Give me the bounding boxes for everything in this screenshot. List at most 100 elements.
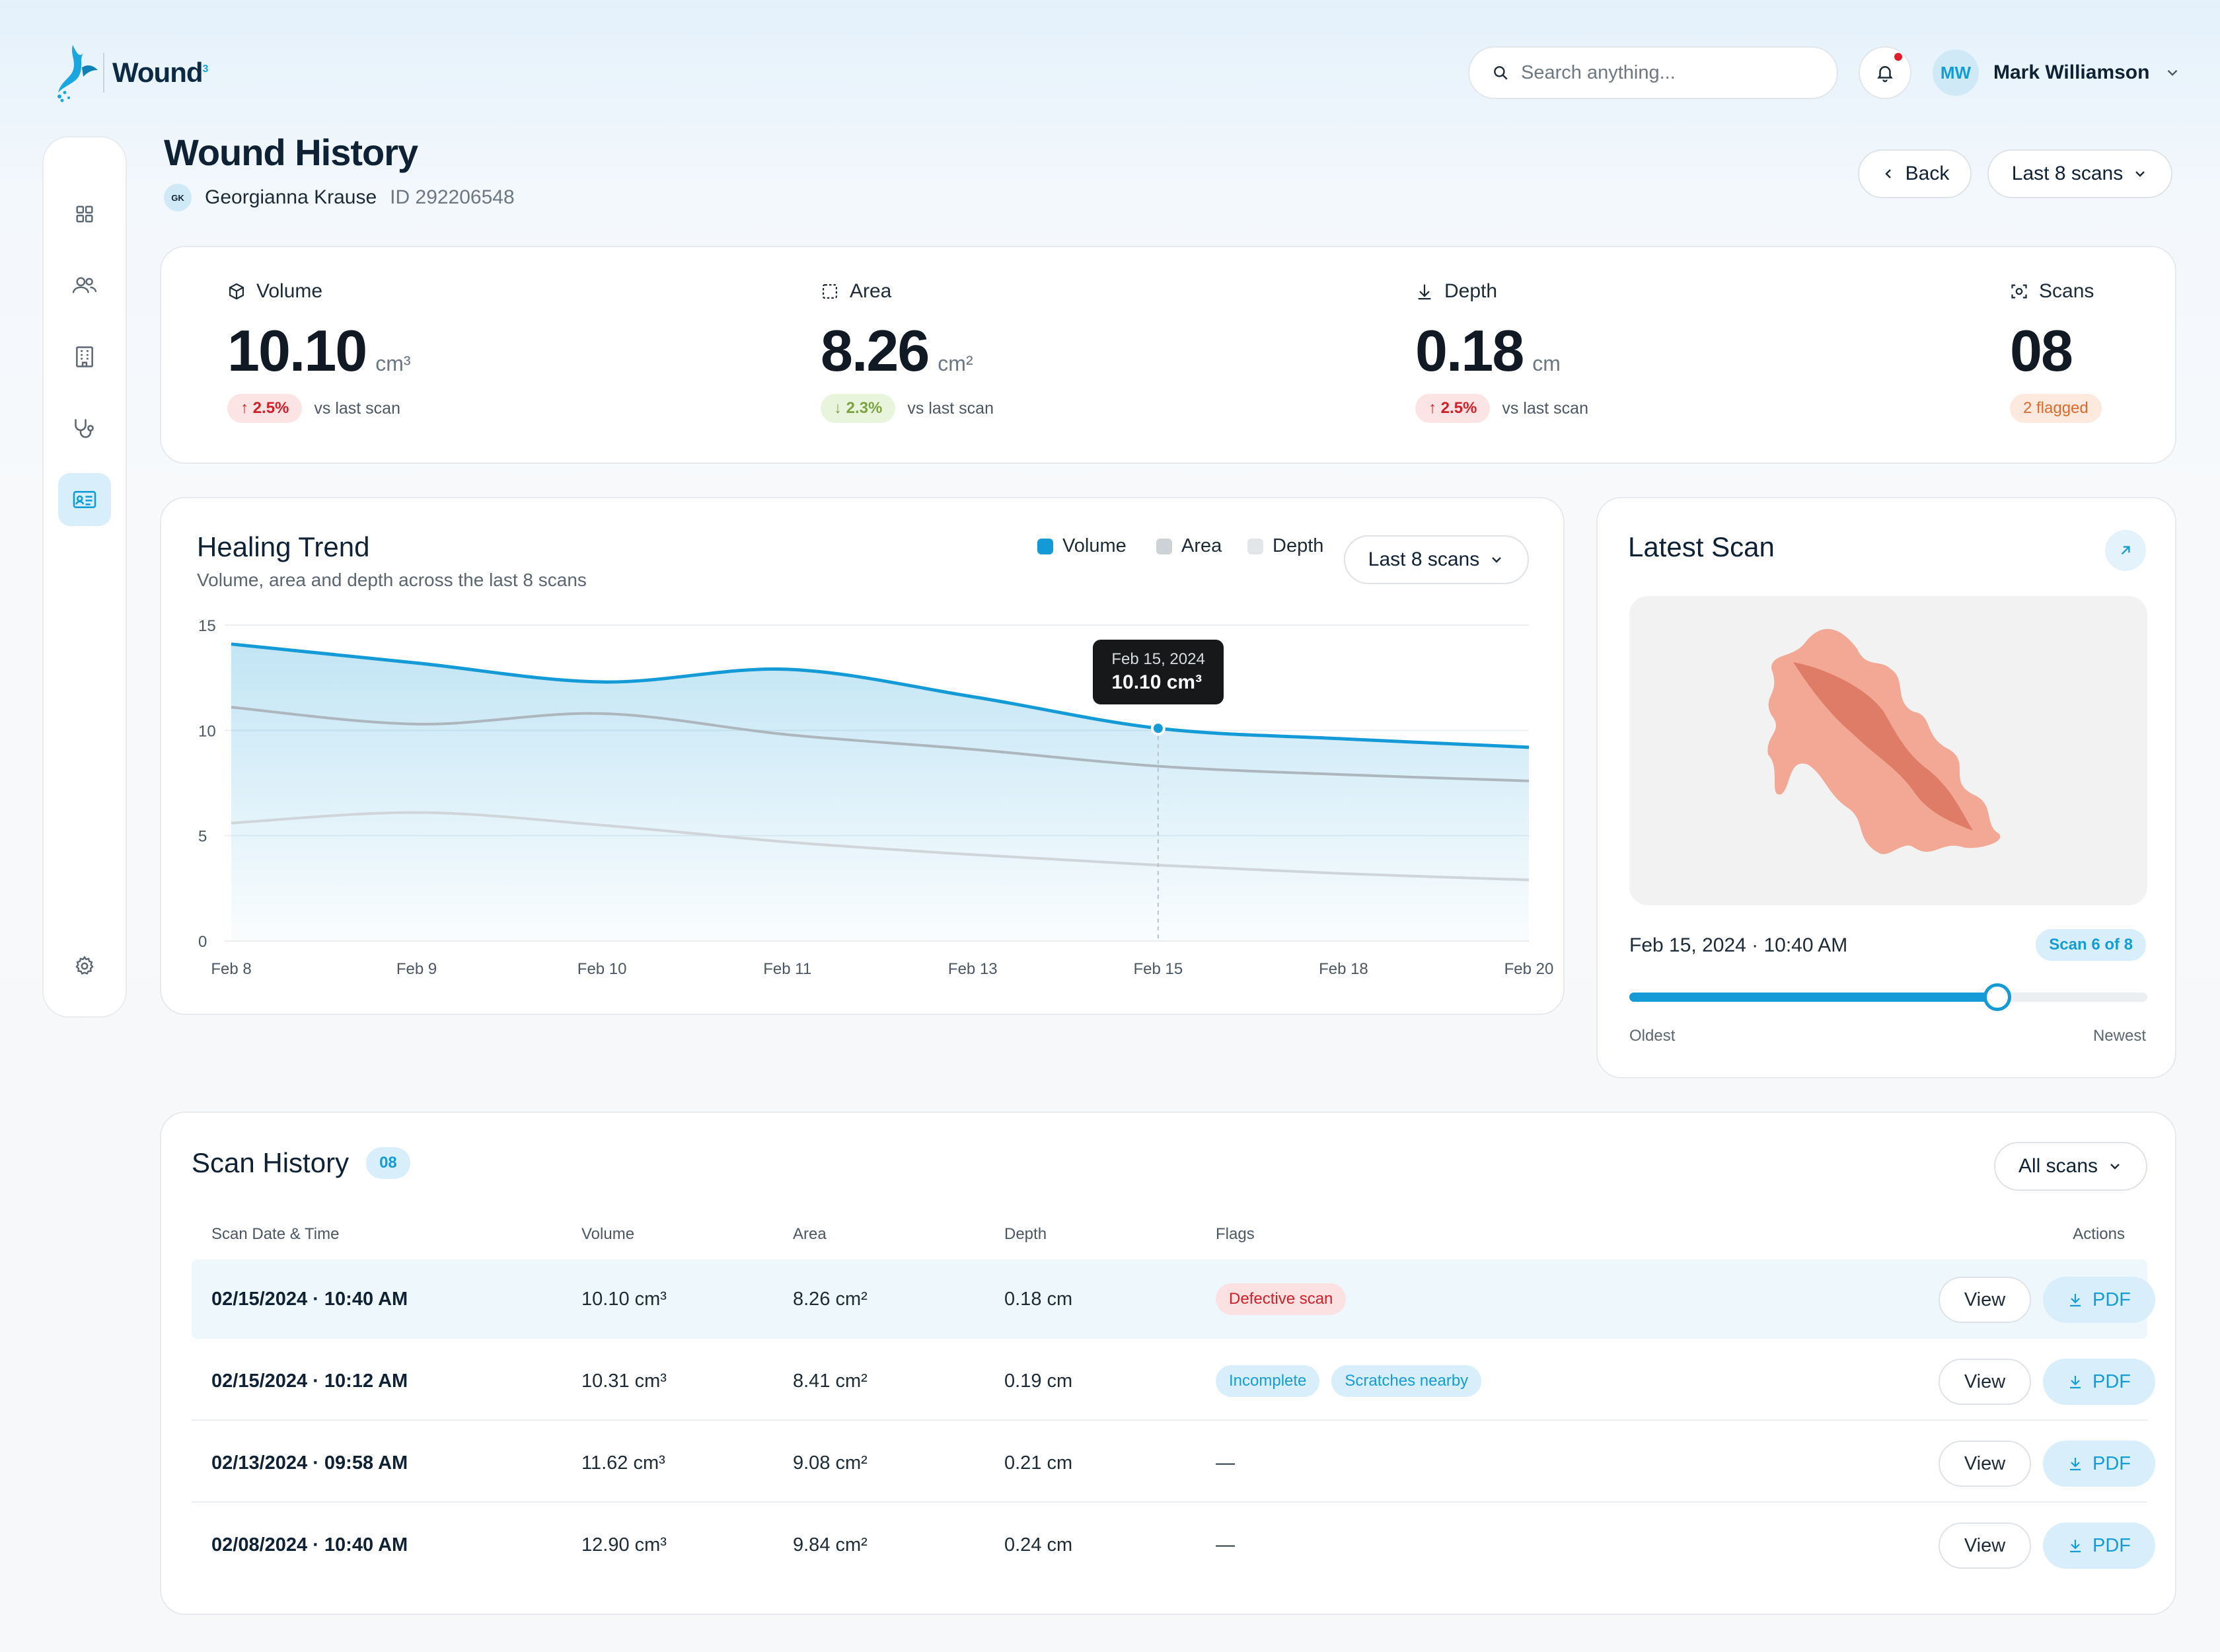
x-tick-label: Feb 9 [396,960,437,978]
column-header-date[interactable]: Scan Date & Time [211,1225,340,1243]
arrow-down-icon [1418,284,1431,300]
stat-label: Volume [256,280,323,302]
flagged-badge: 2 flagged [2010,394,2102,423]
legend-label: Area [1181,535,1222,556]
id-card-icon [73,491,96,508]
x-tick-label: Feb 8 [211,960,251,978]
tooltip-date: Feb 15, 2024 [1111,650,1205,669]
volume-area-fill [231,644,1529,941]
view-button[interactable]: View [1939,1441,2031,1487]
arrow-up-right-icon [2121,546,2130,555]
pdf-label: PDF [2092,1370,2131,1392]
patient-info: GK Georgianna Krause ID 292206548 [164,184,515,211]
download-icon [2070,1376,2081,1389]
stat-scans: Scans 08 2 flagged [2010,280,2102,423]
chart-tooltip: Feb 15, 2024 10.10 cm³ [1093,640,1224,705]
sidebar-item-clinical[interactable] [58,402,111,455]
range-dropdown[interactable]: Last 8 scans [1987,149,2172,198]
chevron-down-icon [2168,69,2178,76]
table-row[interactable]: 02/15/2024 · 10:12 AM 10.31 cm³ 8.41 cm²… [192,1341,2155,1421]
sidebar-item-facilities[interactable] [58,330,111,383]
change-badge: ↑ 2.5% [227,394,303,423]
wound-scan-image[interactable] [1629,596,2147,905]
legend-area[interactable]: Area [1156,535,1222,557]
trend-range-dropdown[interactable]: Last 8 scans [1344,535,1529,584]
dashboard-grid-icon [76,206,93,223]
column-header-depth[interactable]: Depth [1004,1225,1047,1243]
notification-dot [1893,52,1904,62]
sidebar-item-settings[interactable] [58,940,111,993]
scan-history-card: Scan History 08 All scans Scan Date & Ti… [160,1111,2176,1615]
highlight-point [1150,721,1166,736]
pdf-label: PDF [2092,1452,2131,1474]
stat-area: Area 8.26 cm² ↓ 2.3% vs last scan [821,280,994,423]
slider-min-label: Oldest [1629,1027,1676,1045]
sidebar-item-dashboard[interactable] [58,188,111,241]
slider-thumb[interactable] [1983,983,2011,1011]
cell-volume: 10.10 cm³ [581,1288,667,1310]
bell-icon [1877,66,1893,83]
pdf-label: PDF [2092,1534,2131,1556]
scan-filter-dropdown[interactable]: All scans [1994,1142,2147,1191]
legend-depth[interactable]: Depth [1247,535,1323,557]
cell-area: 8.41 cm² [793,1370,868,1392]
cell-flags: Incomplete Scratches nearby [1216,1341,1493,1421]
cell-date: 02/13/2024 · 09:58 AM [211,1452,408,1474]
gear-icon [75,956,94,975]
back-label: Back [1905,163,1950,184]
user-menu[interactable]: MW Mark Williamson [1933,48,2181,98]
view-button[interactable]: View [1939,1522,2031,1569]
cell-flags-empty: — [1216,1452,1235,1474]
user-name: Mark Williamson [1993,61,2150,83]
sidebar [42,136,127,1018]
building-icon [76,346,93,367]
chevron-down-icon [2110,1164,2120,1170]
table-row[interactable]: 02/13/2024 · 09:58 AM 11.62 cm³ 9.08 cm²… [192,1423,2155,1503]
patient-name: Georgianna Krause [205,186,377,208]
pdf-download-button[interactable]: PDF [2043,1359,2155,1405]
sidebar-item-patients[interactable] [58,259,111,312]
y-tick-label: 5 [198,828,207,846]
series-line-area [231,706,1530,782]
column-header-area[interactable]: Area [793,1225,827,1243]
legend-swatch [1156,538,1172,554]
history-count-badge: 08 [366,1147,410,1179]
pdf-download-button[interactable]: PDF [2043,1277,2155,1323]
scan-timeline-slider[interactable] [1629,983,2147,1011]
stat-unit: cm [1532,352,1561,375]
pdf-label: PDF [2092,1289,2131,1310]
pdf-download-button[interactable]: PDF [2043,1441,2155,1487]
view-button[interactable]: View [1939,1359,2031,1405]
back-button[interactable]: Back [1858,149,1972,198]
view-button[interactable]: View [1939,1277,2031,1323]
bird-logo-icon [57,45,98,102]
search-bar[interactable] [1468,46,1838,99]
cell-depth: 0.21 cm [1004,1452,1073,1474]
table-row[interactable]: 02/08/2024 · 10:40 AM 12.90 cm³ 9.84 cm²… [192,1505,2155,1585]
search-input[interactable] [1521,61,1812,84]
cube-icon [229,283,244,300]
cell-volume: 10.31 cm³ [581,1370,667,1392]
y-tick-label: 0 [198,933,207,951]
stethoscope-icon [75,419,94,438]
brand-logo[interactable]: Wound3 [53,40,225,106]
patient-avatar: GK [164,184,192,211]
sidebar-item-wound-records[interactable] [58,473,111,526]
legend-volume[interactable]: Volume [1037,535,1127,557]
cell-flags-empty: — [1216,1534,1235,1556]
area-selection-icon [822,283,838,299]
cell-volume: 12.90 cm³ [581,1534,667,1556]
download-icon [2070,1458,2081,1471]
expand-button[interactable] [2105,530,2146,571]
cell-depth: 0.18 cm [1004,1288,1073,1310]
y-tick-label: 15 [198,617,216,635]
latest-title: Latest Scan [1628,531,1775,562]
column-header-volume[interactable]: Volume [581,1225,635,1243]
notifications-button[interactable] [1859,46,1911,99]
download-icon [2070,1294,2081,1307]
series-line-volume [231,642,1530,749]
legend-label: Volume [1062,535,1127,556]
table-row[interactable]: 02/15/2024 · 10:40 AM 10.10 cm³ 8.26 cm²… [192,1259,2155,1339]
pdf-download-button[interactable]: PDF [2043,1522,2155,1569]
stats-card: Volume 10.10 cm³ ↑ 2.5% vs last scan Are… [160,246,2176,464]
